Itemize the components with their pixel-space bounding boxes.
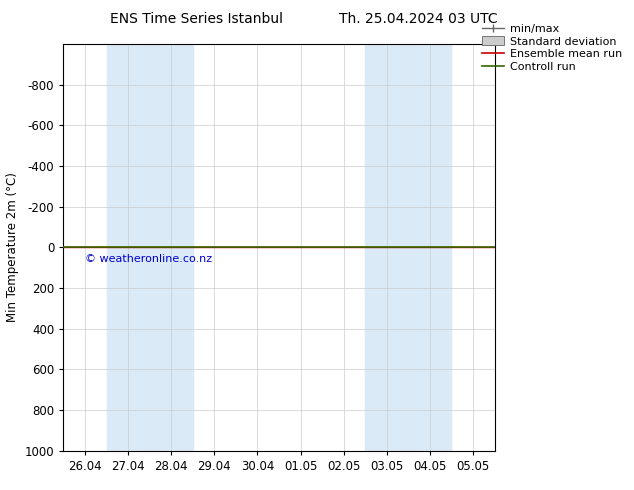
Text: ENS Time Series Istanbul: ENS Time Series Istanbul: [110, 12, 283, 26]
Legend: min/max, Standard deviation, Ensemble mean run, Controll run: min/max, Standard deviation, Ensemble me…: [479, 20, 625, 75]
Y-axis label: Min Temperature 2m (°C): Min Temperature 2m (°C): [6, 172, 19, 322]
Bar: [107, 44, 193, 451]
Bar: [365, 44, 451, 451]
Text: Th. 25.04.2024 03 UTC: Th. 25.04.2024 03 UTC: [339, 12, 498, 26]
Text: © weatheronline.co.nz: © weatheronline.co.nz: [86, 253, 212, 264]
